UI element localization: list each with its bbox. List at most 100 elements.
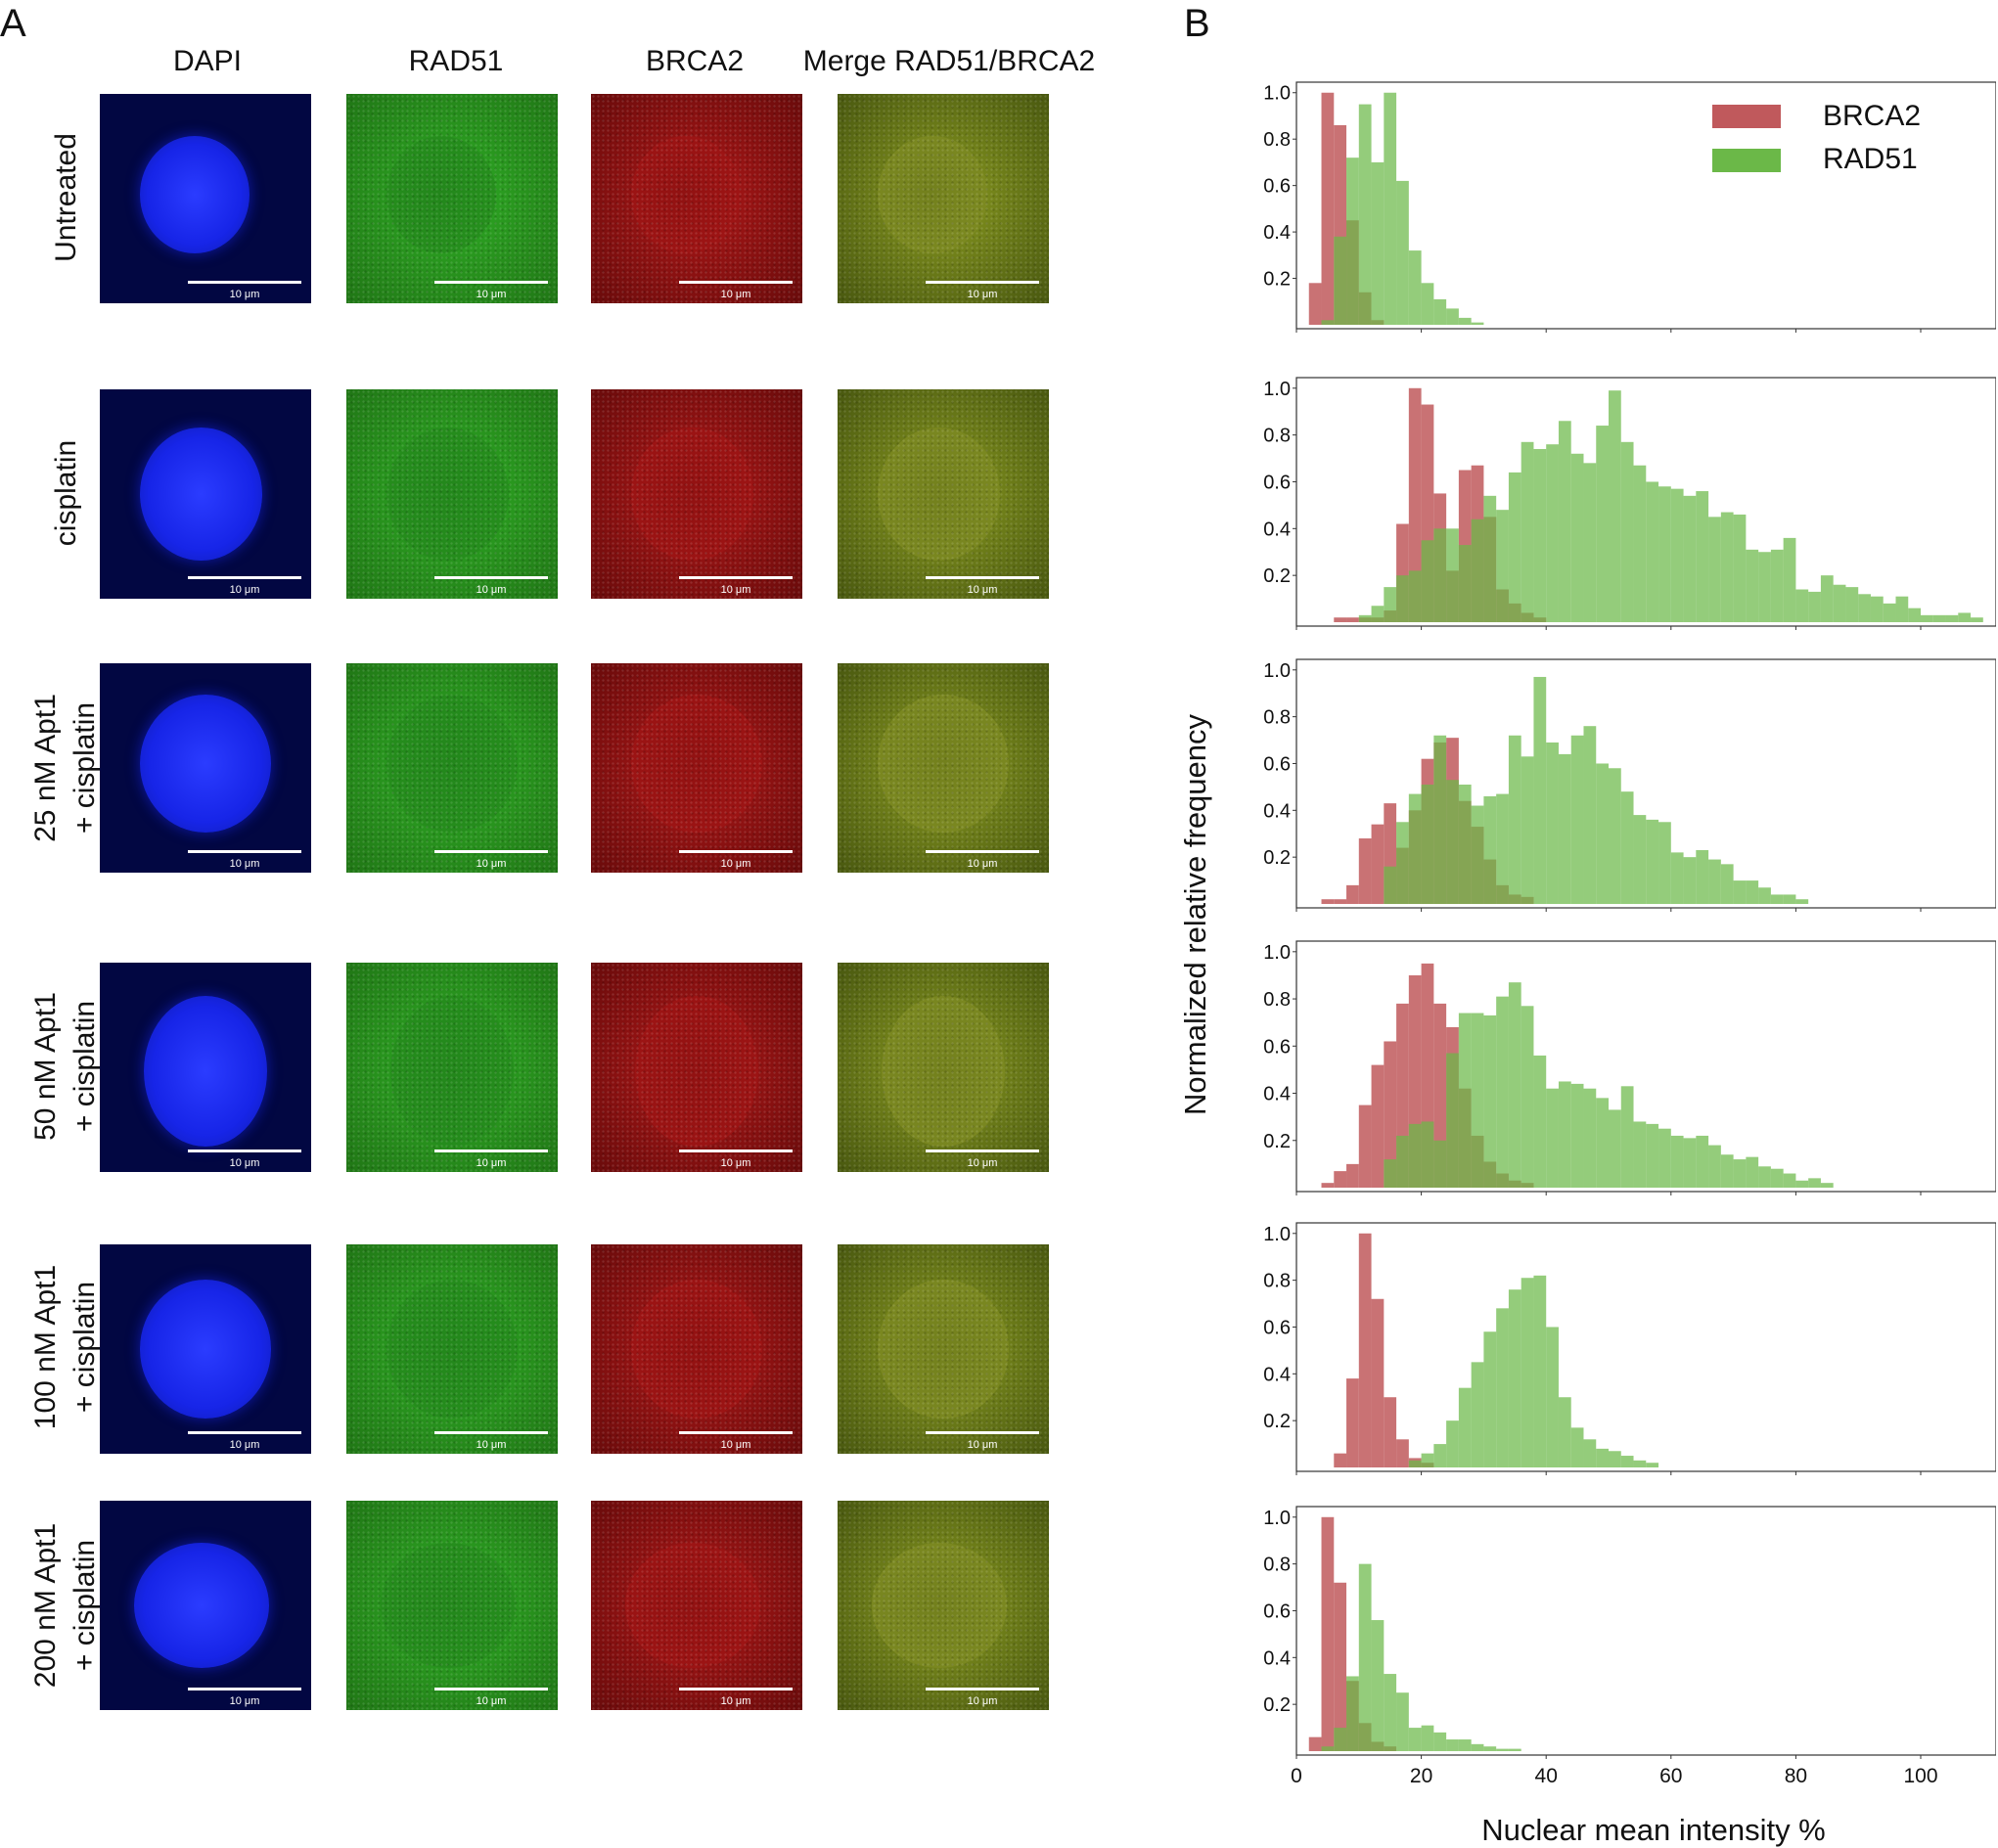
grain-texture (591, 663, 802, 873)
hist-bar-rad51 (1321, 1746, 1335, 1751)
hist-bar-rad51 (1508, 1748, 1521, 1751)
hist-bar-rad51 (1620, 441, 1634, 622)
hist-bar-rad51 (1596, 1098, 1609, 1188)
hist-bar-rad51 (1633, 465, 1647, 622)
hist-bar-rad51 (1396, 1135, 1409, 1188)
y-tick-label: 0.2 (1263, 847, 1291, 869)
panel-letter-a: A (0, 2, 26, 45)
row-label-line: 200 nM Apt1 (29, 1522, 62, 1689)
hist-bar-rad51 (1633, 1121, 1647, 1188)
hist-bar-rad51 (1971, 617, 1983, 622)
hist-bar-rad51 (1758, 1166, 1771, 1188)
hist-bar-rad51 (1533, 676, 1547, 904)
hist-bar-rad51 (1358, 1563, 1372, 1751)
hist-bar-rad51 (1720, 864, 1734, 904)
nucleus (386, 427, 510, 562)
scale-bar-label: 10 μm (720, 858, 751, 870)
scale-bar-label: 10 μm (229, 1695, 260, 1707)
hist-bar-rad51 (1708, 517, 1721, 622)
hist-bar-rad51 (1496, 510, 1509, 622)
hist-bar-rad51 (1496, 1308, 1509, 1467)
hist-bar-rad51 (1795, 589, 1809, 622)
hist-bar-rad51 (1583, 726, 1597, 904)
scale-bar-label: 10 μm (476, 1695, 507, 1707)
hist-bar-rad51 (1384, 587, 1397, 622)
hist-bar-rad51 (1708, 1145, 1721, 1188)
nucleus (631, 1280, 762, 1419)
hist-bar-rad51 (1958, 612, 1972, 622)
hist-bar-brca2 (1334, 899, 1347, 904)
hist-bar-rad51 (1596, 1448, 1609, 1467)
micrograph-brca2-row-5: 10 μm (591, 1244, 802, 1454)
subplot-3: 0.2 0.4 0.6 0.8 1.0 (1263, 658, 1996, 912)
hist-bar-rad51 (1770, 1168, 1784, 1188)
nucleus (140, 1280, 271, 1419)
scale-bar (926, 281, 1039, 284)
micrograph-dapi-row-4: 10 μm (100, 963, 311, 1172)
grain-texture (591, 389, 802, 599)
column-title-rad51: RAD51 (408, 45, 504, 77)
hist-bar-rad51 (1496, 793, 1509, 904)
nucleus (380, 1542, 516, 1669)
micrograph-dapi-row-1: 10 μm (100, 94, 311, 303)
hist-bar-rad51 (1384, 92, 1397, 325)
hist-bar-brca2 (1371, 824, 1385, 904)
hist-bar-brca2 (1384, 1397, 1397, 1467)
scale-bar-label: 10 μm (229, 1439, 260, 1451)
hist-bar-rad51 (1433, 735, 1447, 904)
y-tick-label: 0.2 (1263, 1131, 1291, 1152)
nucleus (631, 427, 754, 562)
hist-bar-brca2 (1396, 1439, 1409, 1467)
hist-bar-rad51 (1458, 545, 1472, 622)
grain-texture (346, 389, 558, 599)
micrograph-merge-row-5: 10 μm (838, 1244, 1049, 1454)
hist-bar-rad51 (1458, 1013, 1472, 1188)
column-title-merge: Merge RAD51/BRCA2 (802, 45, 1096, 77)
scale-bar-label: 10 μm (967, 1439, 998, 1451)
subplot-6: 0.2 0.4 0.6 0.8 1.0 0 20 40 60 80 100 (1263, 1506, 1996, 1787)
hist-bar-rad51 (1408, 1123, 1422, 1188)
legend-swatch-brca2 (1712, 105, 1781, 128)
legend-swatch-rad51 (1712, 149, 1781, 172)
micrograph-dapi-row-6: 10 μm (100, 1501, 311, 1710)
hist-bar-rad51 (1458, 1387, 1472, 1467)
hist-bar-rad51 (1433, 1732, 1447, 1751)
scale-bar-label: 10 μm (720, 1695, 751, 1707)
hist-bar-rad51 (1508, 982, 1521, 1188)
grain-texture (838, 94, 1049, 303)
micrograph-rad51-row-5: 10 μm (346, 1244, 558, 1454)
scale-bar (679, 281, 793, 284)
hist-bar-rad51 (1858, 594, 1871, 622)
hist-bar-rad51 (1446, 1420, 1459, 1467)
grain-texture (346, 1244, 558, 1454)
hist-bar-rad51 (1583, 1439, 1597, 1467)
hist-bar-rad51 (1396, 180, 1409, 325)
hist-bar-rad51 (1371, 606, 1385, 622)
scale-bar (434, 281, 548, 284)
subplot-frame (1295, 81, 1996, 330)
hist-bar-rad51 (1683, 495, 1697, 622)
hist-bar-rad51 (1408, 1728, 1422, 1751)
micrograph-dapi-row-3: 10 μm (100, 663, 311, 873)
hist-bar-brca2 (1384, 1041, 1397, 1188)
hist-bar-rad51 (1483, 1014, 1497, 1188)
micrograph-rad51-row-4: 10 μm (346, 963, 558, 1172)
nucleus (878, 695, 1009, 834)
hist-bar-rad51 (1558, 1081, 1571, 1188)
hist-bar-rad51 (1845, 587, 1859, 622)
y-tick-label: 0.8 (1263, 989, 1291, 1011)
hist-bar-rad51 (1496, 996, 1509, 1188)
hist-bar-brca2 (1346, 1163, 1359, 1188)
scale-bar-label: 10 μm (720, 289, 751, 300)
scale-bar (188, 850, 301, 853)
hist-bar-rad51 (1546, 444, 1559, 622)
nucleus (133, 1542, 269, 1669)
scale-bar-label: 10 μm (229, 1157, 260, 1169)
nucleus (386, 695, 518, 834)
row-label-line: + cisplatin (68, 1000, 101, 1133)
y-tick-label: 1.0 (1263, 1508, 1291, 1529)
hist-bar-rad51 (1483, 495, 1497, 622)
grain-texture (838, 963, 1049, 1172)
hist-bar-rad51 (1620, 1456, 1634, 1467)
y-tick-label: 0.8 (1263, 129, 1291, 151)
